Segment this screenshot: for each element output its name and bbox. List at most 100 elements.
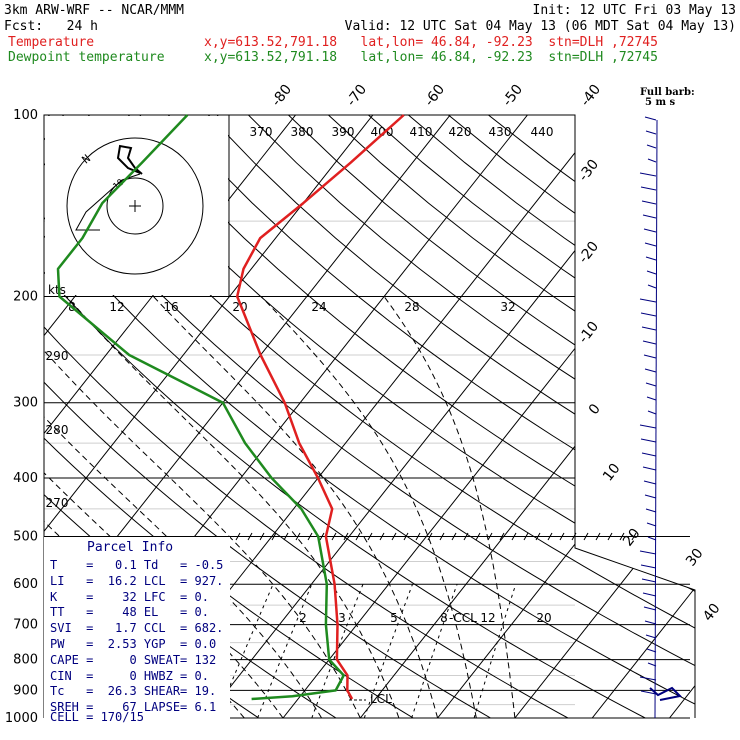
- isotherm-label: 40: [700, 601, 724, 625]
- isotherm-10: [359, 115, 695, 718]
- mixing-ratio-line-20: [473, 584, 517, 718]
- dry-adiabat-320: [44, 115, 646, 718]
- pressure-label-200: 200: [13, 290, 38, 305]
- isotherm-label: -60: [422, 82, 449, 110]
- parcel-info-row: TT = 48 EL = 0.: [50, 605, 209, 620]
- isotherm-label: -10: [576, 319, 603, 347]
- pressure-label-400: 400: [13, 471, 38, 486]
- wind-level-tick: [619, 532, 625, 541]
- wind-barb: [642, 340, 657, 345]
- parcel-info-row: CAPE = 0 SWEAT= 132: [50, 652, 217, 667]
- dry-adiabat-310: [44, 115, 569, 718]
- lcl-label: LCL: [370, 692, 392, 706]
- theta-label: 380: [291, 125, 314, 139]
- wind-barb: [646, 648, 657, 653]
- dry-adiabat-330: [44, 115, 695, 718]
- isotherm-label: -50: [500, 82, 527, 110]
- parcel-cell: CELL = 170/15: [50, 710, 144, 724]
- wind-speed-label: 28: [404, 300, 419, 314]
- isotherm-50: [669, 115, 695, 718]
- wind-level-tick: [295, 532, 301, 541]
- parcel-info-row: K = 32 LFC = 0.: [50, 589, 209, 604]
- valid-time: Valid: 12 UTC Sat 04 May 13 (06 MDT Sat …: [344, 19, 736, 34]
- parcel-info-row: LI = 16.2 LCL = 927.: [50, 573, 224, 588]
- wind-barb: [640, 186, 657, 191]
- pressure-label-900: 900: [13, 683, 38, 698]
- dry-adiabat-370: [127, 115, 695, 718]
- wind-barb: [639, 550, 657, 555]
- dry-adiabat-380: [167, 115, 695, 718]
- wind-barb: [641, 200, 657, 205]
- wind-barb: [640, 312, 657, 317]
- wind-barb: [640, 438, 657, 443]
- wind-level-tick: [607, 532, 613, 541]
- wind-barb: [642, 214, 657, 219]
- isotherm-label: 10: [600, 461, 624, 485]
- mixing-ratio-line-8: [363, 584, 413, 718]
- parcel-info-rows: T = 0.1 Td = -0.5 LI = 16.2 LCL = 927. K =…: [50, 558, 223, 716]
- mixing-ratio-line-5: [311, 584, 364, 718]
- dry-adiabat-300: [44, 115, 491, 718]
- wind-level-tick: [427, 532, 433, 541]
- wind-barb: [645, 130, 657, 135]
- wind-barb: [647, 410, 657, 415]
- wind-barb: [646, 144, 657, 149]
- parcel-info-row: T = 0.1 Td = -0.5: [50, 558, 224, 572]
- wind-barbs: Full barb:5 m s: [639, 87, 695, 719]
- wind-level-tick: [319, 532, 325, 541]
- isotherm-label: -80: [269, 82, 296, 110]
- wind-barb: [639, 298, 657, 303]
- mixing-ratio-label: 2: [299, 611, 307, 625]
- isotherm-0: [282, 115, 695, 718]
- dry-adiabat-400: [248, 115, 695, 718]
- hodograph-center: [129, 200, 141, 212]
- wind-level-tick: [571, 532, 577, 541]
- wind-barb: [644, 116, 657, 121]
- wind-level-tick: [379, 532, 385, 541]
- sounding-traces: [56, 114, 405, 701]
- wind-level-tick: [403, 532, 409, 541]
- barb-key-unit: 5 m s: [645, 97, 676, 108]
- wind-barb: [639, 676, 657, 681]
- parcel-info-title: Parcel Info: [87, 540, 174, 555]
- dewpoint-legend: Dewpoint temperature: [8, 50, 165, 65]
- wind-barb: [647, 536, 657, 541]
- hodograph-trace: [116, 144, 143, 175]
- mixing-ratio-label: 12: [480, 611, 495, 625]
- parcel-info-row: SVI = 1.7 CCL = 682.: [50, 621, 224, 636]
- dry-adiabat-350: [47, 115, 695, 718]
- wind-staff: [654, 119, 658, 719]
- dry-adiabat-450: [448, 115, 695, 718]
- wind-barb: [643, 354, 657, 359]
- mixing-ratio-label: 5: [390, 611, 398, 625]
- wind-level-tick: [235, 532, 241, 541]
- wind-level-tick: [559, 532, 565, 541]
- wind-barb: [645, 256, 657, 261]
- isotherm-label: 20: [620, 526, 644, 550]
- wind-speed-label: 32: [500, 300, 515, 314]
- theta-label: 410: [410, 125, 433, 139]
- wind-level-tick: [343, 532, 349, 541]
- wind-barb: [646, 522, 657, 527]
- pressure-label-800: 800: [13, 653, 38, 668]
- dry-adiabat-460: [488, 115, 695, 718]
- wind-level-tick: [307, 532, 313, 541]
- wind-barb: [644, 494, 657, 499]
- wind-level-tick: [259, 532, 265, 541]
- pressure-label-700: 700: [13, 618, 38, 633]
- mixing-ratio-label: 8: [440, 611, 448, 625]
- isotherm-label: -30: [576, 157, 603, 185]
- mixing-ratio-line-3: [257, 584, 313, 718]
- hodograph-ring-inner: [106, 177, 164, 235]
- parcel-info-panel: Parcel Info T = 0.1 Td = -0.5 LI = 16.2 L…: [44, 537, 230, 725]
- isotherm-40: [591, 115, 695, 718]
- wind-level-tick: [523, 532, 529, 541]
- ccl-label: -CCL: [449, 611, 477, 625]
- isotherm-30: [514, 115, 695, 718]
- temperature-location: x,y=613.52,791.18 lat,lon= 46.84, -92.23…: [204, 35, 658, 50]
- theta-label-lower: 270: [46, 496, 69, 510]
- isotherm-label: 30: [683, 546, 707, 570]
- wind-speed-label: 16: [163, 300, 178, 314]
- wind-level-tick: [487, 532, 493, 541]
